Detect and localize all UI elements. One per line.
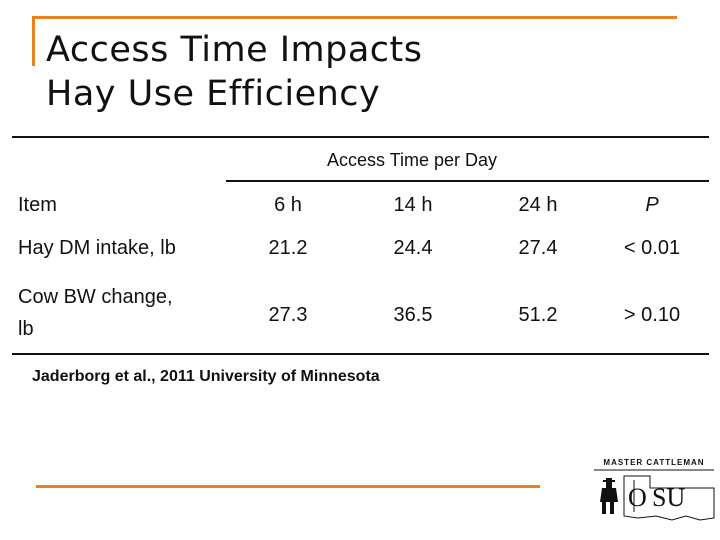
accent-bar-left bbox=[32, 16, 35, 66]
row-1-24h: 27.4 bbox=[518, 237, 558, 259]
row-1-6h: 21.2 bbox=[268, 237, 308, 259]
group-header: Access Time per Day bbox=[326, 150, 498, 170]
title-line-2: Hay Use Efficiency bbox=[46, 74, 381, 114]
row-2-p: > 0.10 bbox=[623, 304, 681, 326]
citation: Jaderborg et al., 2011 University of Min… bbox=[32, 368, 380, 385]
row-2-24h: 51.2 bbox=[518, 304, 558, 326]
row-2-14h: 36.5 bbox=[393, 304, 433, 326]
row-1-item: Hay DM intake, lb bbox=[18, 237, 176, 259]
column-header-24h: 24 h bbox=[518, 194, 558, 216]
svg-text:SU: SU bbox=[652, 483, 685, 512]
column-header-14h: 14 h bbox=[393, 194, 433, 216]
oklahoma-outline-icon bbox=[623, 475, 715, 521]
osu-wordmark: O bbox=[628, 483, 647, 512]
table-top-rule bbox=[12, 136, 709, 138]
master-cattleman-osu-logo: MASTER CATTLEMAN O SU bbox=[590, 458, 718, 528]
accent-bar-bottom bbox=[36, 485, 540, 488]
table-bottom-rule bbox=[12, 353, 709, 355]
accent-bar-top bbox=[32, 16, 677, 19]
row-1-p: < 0.01 bbox=[623, 237, 681, 259]
row-1-14h: 24.4 bbox=[393, 237, 433, 259]
slide-title: Access Time Impacts Hay Use Efficiency bbox=[46, 28, 423, 116]
cowboy-icon bbox=[600, 478, 618, 514]
row-2-item-line-1: Cow BW change, bbox=[18, 286, 173, 308]
title-line-1: Access Time Impacts bbox=[46, 30, 423, 70]
group-header-rule bbox=[226, 180, 709, 182]
column-header-item: Item bbox=[18, 194, 57, 216]
column-header-6h: 6 h bbox=[274, 194, 302, 216]
row-2-6h: 27.3 bbox=[268, 304, 308, 326]
row-2-item-line-2: lb bbox=[18, 318, 34, 340]
column-header-p: P bbox=[645, 194, 659, 216]
logo-top-text: MASTER CATTLEMAN bbox=[603, 458, 705, 467]
logo-graphic: O SU bbox=[594, 469, 715, 521]
